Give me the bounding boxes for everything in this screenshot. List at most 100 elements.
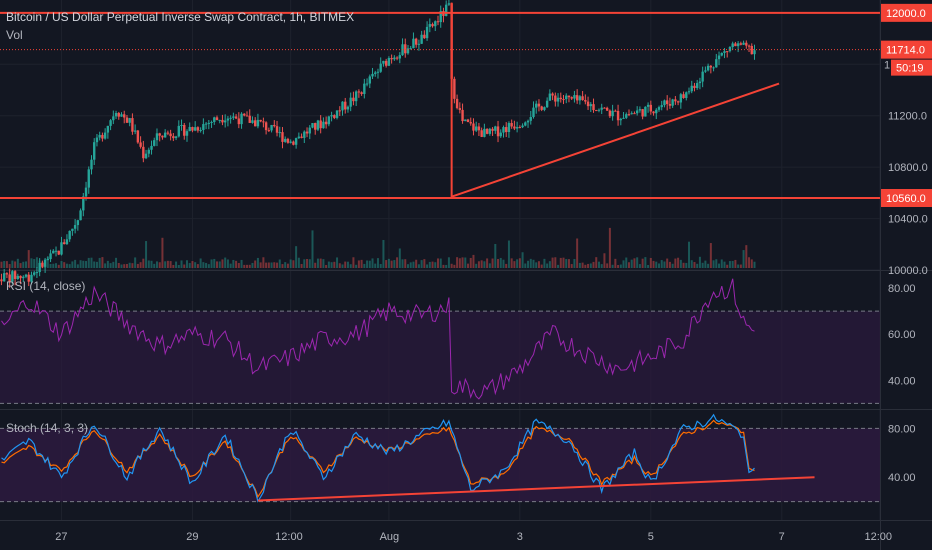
volume-bar — [614, 258, 617, 268]
volume-bar — [426, 264, 429, 268]
candle-body — [417, 43, 421, 45]
volume-bar — [745, 245, 748, 268]
volume-bar — [85, 261, 88, 268]
candle-body — [338, 110, 341, 112]
volume-bar — [270, 262, 273, 268]
volume-bar — [123, 264, 126, 268]
volume-bar — [243, 264, 246, 268]
candle-body — [346, 106, 350, 110]
volume-bar — [603, 253, 606, 268]
stoch-k-line — [1, 413, 755, 503]
rsi-label: RSI (14, close) — [6, 279, 86, 293]
candle-body — [68, 230, 71, 240]
volume-bar — [14, 261, 17, 268]
volume-bar — [663, 261, 666, 268]
price-tag-last: 11714.0 — [886, 45, 925, 57]
volume-bar — [674, 258, 677, 268]
candle-body — [715, 59, 718, 68]
volume-bar — [494, 243, 497, 268]
stoch-trendline — [257, 476, 815, 502]
volume-bar — [213, 258, 216, 268]
volume-bar — [499, 257, 502, 268]
candle-body — [376, 71, 380, 73]
candle-body — [641, 109, 644, 117]
candle-body — [303, 131, 306, 138]
candle-body — [221, 119, 224, 123]
volume-bar — [316, 258, 319, 268]
candle-body — [191, 127, 194, 131]
volume-bar — [235, 260, 238, 268]
candle-body — [556, 97, 560, 102]
candle-body — [153, 140, 156, 146]
candle-body — [545, 100, 549, 108]
candle-body — [245, 115, 249, 117]
candle-body — [668, 104, 672, 106]
volume-bar — [461, 257, 464, 268]
candle-body — [674, 99, 677, 102]
volume-bar — [79, 260, 82, 268]
volume-bar — [565, 259, 568, 268]
volume-bar — [658, 263, 660, 268]
volume-bar — [246, 264, 249, 268]
candle-body — [630, 113, 633, 115]
volume-bar — [584, 264, 587, 268]
candle-body — [529, 117, 532, 121]
candle-body — [82, 196, 85, 211]
volume-bar — [41, 261, 44, 268]
candle-body — [125, 117, 129, 123]
volume-bar — [412, 261, 415, 268]
volume-bar — [401, 259, 404, 268]
volume-bar — [595, 257, 598, 268]
volume-bar — [300, 264, 303, 268]
candle-body — [327, 116, 331, 125]
candle-body — [554, 95, 557, 102]
candle-body — [676, 101, 680, 103]
volume-bar — [3, 261, 6, 268]
candle-body — [101, 134, 104, 139]
candle-body — [633, 113, 636, 115]
volume-bar — [619, 264, 622, 268]
volume-bar — [581, 262, 584, 268]
candle-body — [52, 250, 55, 254]
volume-bar — [101, 257, 104, 268]
candle-body — [420, 34, 423, 44]
candle-body — [551, 93, 554, 96]
stoch-band-fill — [0, 428, 880, 502]
candle-body — [745, 42, 748, 46]
volume-bar — [431, 261, 434, 268]
candle-body — [248, 115, 251, 123]
candle-body — [414, 38, 418, 45]
volume-bar — [423, 259, 426, 268]
candle-body — [665, 100, 669, 105]
candle-body — [605, 107, 609, 111]
volume-bar — [671, 263, 674, 268]
volume-bar — [698, 256, 701, 268]
candle-body — [308, 127, 311, 134]
volume-bar — [98, 257, 101, 268]
candle-body — [657, 107, 661, 110]
volume-bar — [505, 263, 508, 268]
volume-bar — [147, 260, 150, 268]
volume-bar — [311, 230, 314, 268]
candle-body — [243, 113, 246, 116]
candle-body — [592, 104, 595, 111]
volume-bar — [415, 259, 418, 268]
volume-bar — [38, 260, 41, 268]
candle-body — [736, 43, 740, 47]
volume-bar — [278, 259, 281, 268]
volume-bar — [169, 261, 172, 268]
candle-body — [193, 127, 197, 131]
volume-bar — [587, 263, 590, 268]
candle-body — [365, 83, 369, 85]
candle-body — [625, 114, 628, 118]
volume-bar — [518, 258, 521, 268]
candle-body — [513, 126, 516, 129]
volume-bar — [262, 257, 265, 268]
volume-bar — [396, 257, 399, 268]
candle-body — [215, 117, 219, 121]
volume-bar — [728, 261, 731, 268]
candle-body — [311, 123, 314, 128]
candle-body — [177, 125, 181, 137]
